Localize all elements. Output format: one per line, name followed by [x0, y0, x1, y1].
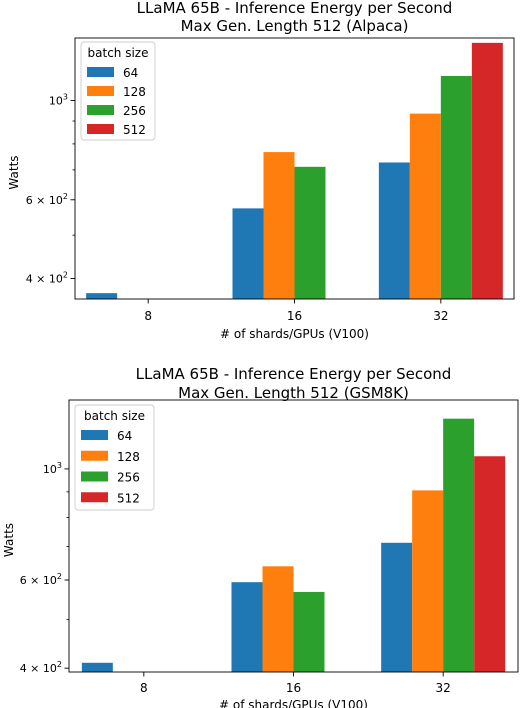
x-axis-label: # of shards/GPUs (V100) [220, 327, 369, 341]
y-tick-base: 10 [43, 463, 57, 476]
y-tick-base: 10 [49, 95, 63, 108]
legend-label-256: 256 [123, 104, 146, 118]
y-tick-label: 4 × 102 [20, 660, 62, 675]
legend-swatch-512 [81, 492, 108, 503]
legend-label-64: 64 [123, 66, 138, 80]
y-tick-base: 6 × 10 [20, 574, 57, 587]
x-tick-label: 32 [433, 309, 448, 323]
y-tick-exponent: 3 [57, 461, 62, 470]
bar-128-16 [263, 152, 295, 299]
legend-label-64: 64 [117, 429, 132, 443]
bar-64-16 [232, 208, 264, 299]
bar-128-16 [262, 566, 294, 672]
y-axis-label: Watts [7, 155, 21, 189]
x-axis-label: # of shards/GPUs (V100) [219, 698, 368, 708]
legend-label-128: 128 [117, 450, 140, 464]
x-tick-label: 8 [144, 309, 152, 323]
legend-box [80, 41, 156, 141]
chart-2: LLaMA 65B - Inference Energy per SecondM… [2, 365, 519, 708]
bar-256-16 [294, 166, 326, 299]
x-tick-label: 8 [140, 681, 148, 695]
legend-title: batch size [88, 46, 149, 60]
legend-label-256: 256 [117, 471, 140, 485]
x-tick-label: 16 [287, 309, 302, 323]
bar-512-32 [471, 42, 503, 300]
legend-swatch-64 [87, 67, 114, 77]
bar-256-16 [293, 591, 325, 672]
chart-title: LLaMA 65B - Inference Energy per Second [136, 365, 452, 383]
legend-swatch-128 [87, 86, 114, 96]
y-tick-base: 4 × 10 [20, 662, 57, 675]
chart-subtitle: Max Gen. Length 512 (Alpaca) [181, 17, 409, 35]
chart-subtitle: Max Gen. Length 512 (GSM8K) [178, 384, 409, 402]
legend-swatch-256 [87, 105, 114, 115]
y-tick-exponent: 2 [63, 192, 68, 201]
bar-64-8 [81, 662, 113, 672]
bar-512-32 [474, 456, 506, 672]
x-tick-label: 16 [286, 681, 301, 695]
bar-256-32 [440, 75, 472, 299]
legend-label-512: 512 [123, 123, 146, 137]
bar-128-32 [409, 113, 441, 299]
legend-swatch-512 [87, 124, 114, 134]
chart-1: LLaMA 65B - Inference Energy per SecondM… [7, 0, 515, 341]
bar-256-32 [443, 418, 475, 672]
y-tick-label: 103 [49, 93, 68, 108]
plot-frame [74, 37, 515, 300]
legend-label-128: 128 [123, 85, 146, 99]
legend-title: batch size [84, 409, 145, 423]
y-tick-base: 4 × 10 [26, 273, 63, 286]
y-tick-exponent: 2 [63, 271, 68, 280]
plot-frame [68, 399, 519, 673]
bar-64-8 [86, 293, 118, 299]
bar-64-16 [231, 582, 263, 672]
bar-64-32 [381, 542, 413, 672]
bar-64-32 [378, 162, 410, 299]
x-tick-label: 32 [436, 681, 451, 695]
y-tick-label: 6 × 102 [20, 572, 62, 587]
legend-swatch-256 [81, 471, 108, 482]
y-axis-label: Watts [2, 523, 16, 557]
y-tick-exponent: 2 [57, 572, 62, 581]
bar-128-32 [412, 490, 444, 672]
y-tick-exponent: 2 [57, 660, 62, 669]
y-tick-exponent: 3 [63, 93, 68, 102]
y-tick-base: 6 × 10 [26, 194, 63, 207]
y-tick-label: 103 [43, 461, 62, 476]
y-tick-label: 6 × 102 [26, 192, 68, 207]
legend-swatch-64 [81, 430, 108, 440]
y-tick-label: 4 × 102 [26, 271, 68, 286]
chart-title: LLaMA 65B - Inference Energy per Second [137, 0, 453, 17]
legend-label-512: 512 [117, 491, 140, 505]
legend-swatch-128 [81, 450, 108, 461]
